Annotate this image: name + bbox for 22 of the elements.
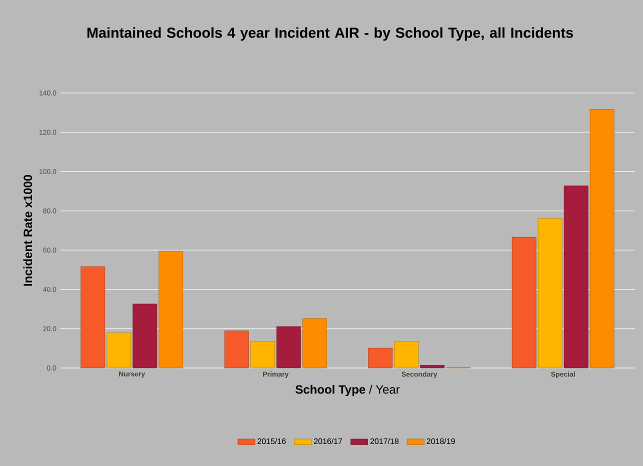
chart-title: Maintained Schools 4 year Incident AIR - by School Type, all Incidents (87, 27, 573, 41)
bar (158, 250, 184, 368)
x-axis-title: School Type / Year (296, 384, 400, 396)
y-axis-title: Incident Rate x1000 (23, 174, 32, 286)
bar (590, 109, 614, 368)
bar (302, 318, 327, 368)
bar (106, 332, 132, 368)
bar (564, 186, 588, 368)
bar (276, 326, 301, 368)
bar (80, 266, 106, 368)
bar (132, 304, 158, 368)
legend-label: 2018/19 (426, 438, 455, 444)
legend-label: 2016/17 (314, 438, 342, 444)
bar (512, 236, 536, 368)
bar (224, 330, 249, 368)
legend-label: 2017/18 (370, 438, 399, 444)
bar (538, 218, 562, 368)
bar (394, 341, 419, 368)
bar (250, 341, 275, 368)
bar (420, 365, 445, 368)
bar (368, 348, 393, 368)
legend-label: 2015/16 (258, 438, 286, 444)
